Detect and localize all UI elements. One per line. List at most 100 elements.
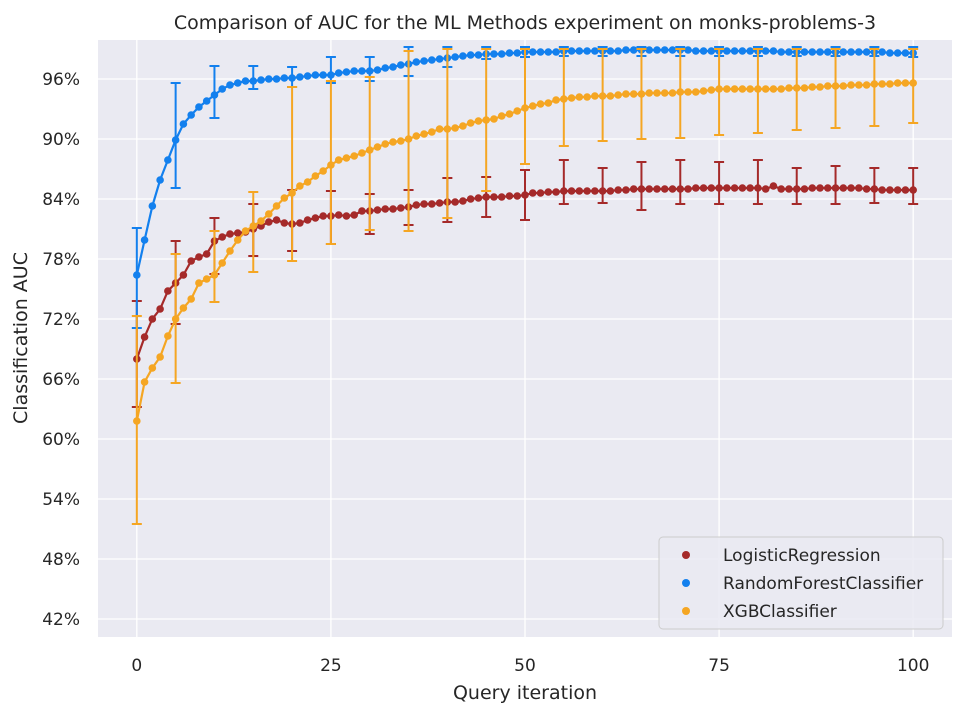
data-point xyxy=(544,188,553,196)
data-point xyxy=(202,250,211,258)
data-point xyxy=(140,378,149,386)
data-point xyxy=(257,76,265,84)
error-bar xyxy=(675,159,686,205)
data-point xyxy=(358,67,366,75)
legend-marker xyxy=(682,551,690,559)
data-point xyxy=(164,332,172,340)
data-point xyxy=(699,47,708,55)
data-point xyxy=(474,117,483,125)
data-point xyxy=(265,75,273,83)
data-point xyxy=(816,48,824,56)
data-point xyxy=(575,47,584,55)
data-point xyxy=(272,202,281,210)
data-point xyxy=(847,48,855,56)
data-point xyxy=(606,47,615,55)
data-point xyxy=(497,50,506,58)
data-point xyxy=(723,85,731,93)
legend-label: LogisticRegression xyxy=(723,546,881,566)
data-point xyxy=(350,152,359,160)
data-point xyxy=(777,48,785,56)
error-bar xyxy=(442,48,453,219)
data-point xyxy=(226,81,234,89)
data-point xyxy=(420,130,428,138)
data-point xyxy=(319,212,327,220)
data-point xyxy=(692,88,700,96)
data-point xyxy=(660,89,669,97)
data-point xyxy=(583,47,591,55)
data-point xyxy=(327,161,335,169)
data-point xyxy=(746,85,754,93)
data-point xyxy=(769,85,778,93)
data-point xyxy=(195,253,203,261)
data-point xyxy=(474,194,483,202)
data-point xyxy=(645,89,654,97)
data-point xyxy=(800,48,809,56)
data-point xyxy=(637,90,646,98)
data-point xyxy=(233,236,242,244)
data-point xyxy=(459,197,467,205)
data-point xyxy=(552,96,560,104)
legend-item: RandomForestClassifier xyxy=(682,574,923,594)
error-bar xyxy=(752,159,763,205)
data-point xyxy=(769,47,778,55)
data-point xyxy=(668,89,677,97)
data-point xyxy=(412,201,421,209)
data-point xyxy=(552,188,560,196)
data-point xyxy=(187,295,195,303)
data-point xyxy=(396,61,405,69)
data-point xyxy=(195,103,203,111)
x-ticks: 0 25 50 75 100 xyxy=(131,656,929,676)
data-point xyxy=(389,63,397,71)
data-point xyxy=(420,200,428,208)
data-point xyxy=(761,47,770,55)
data-point xyxy=(497,112,506,120)
data-point xyxy=(466,51,475,59)
data-point xyxy=(396,137,405,145)
data-point xyxy=(505,49,514,57)
data-point xyxy=(202,275,211,283)
data-point xyxy=(847,184,855,192)
data-point xyxy=(334,156,343,164)
data-point xyxy=(381,140,390,148)
data-point xyxy=(839,184,848,192)
data-point xyxy=(505,192,514,200)
data-point xyxy=(893,186,902,194)
y-tick-label: 72% xyxy=(42,310,80,330)
data-point xyxy=(521,191,529,199)
data-point xyxy=(482,116,490,124)
data-point xyxy=(699,184,708,192)
data-point xyxy=(319,167,327,175)
y-tick-label: 96% xyxy=(42,70,80,90)
data-point xyxy=(567,94,576,102)
data-point xyxy=(653,185,661,193)
data-point xyxy=(552,48,560,56)
data-point xyxy=(428,200,436,208)
data-point xyxy=(676,185,685,193)
data-point xyxy=(754,184,762,192)
data-point xyxy=(668,185,677,193)
data-point xyxy=(513,107,522,115)
data-point xyxy=(808,184,817,192)
data-point xyxy=(241,77,250,85)
data-point xyxy=(839,48,848,56)
data-point xyxy=(901,49,910,57)
x-tick-label: 50 xyxy=(514,656,536,676)
data-point xyxy=(210,91,219,99)
legend-marker xyxy=(682,579,690,587)
data-point xyxy=(459,122,467,130)
data-point xyxy=(226,230,234,238)
data-point xyxy=(606,187,615,195)
data-point xyxy=(629,90,638,98)
legend-label: XGBClassifier xyxy=(723,602,837,622)
data-point xyxy=(490,50,498,58)
data-point xyxy=(466,119,475,127)
data-point xyxy=(862,48,871,56)
data-point xyxy=(451,53,459,61)
x-tick-label: 75 xyxy=(708,656,730,676)
data-point xyxy=(536,48,545,56)
y-tick-label: 42% xyxy=(42,610,80,630)
data-point xyxy=(901,186,910,194)
data-point xyxy=(769,182,778,190)
data-point xyxy=(560,187,568,195)
data-point xyxy=(280,74,289,82)
